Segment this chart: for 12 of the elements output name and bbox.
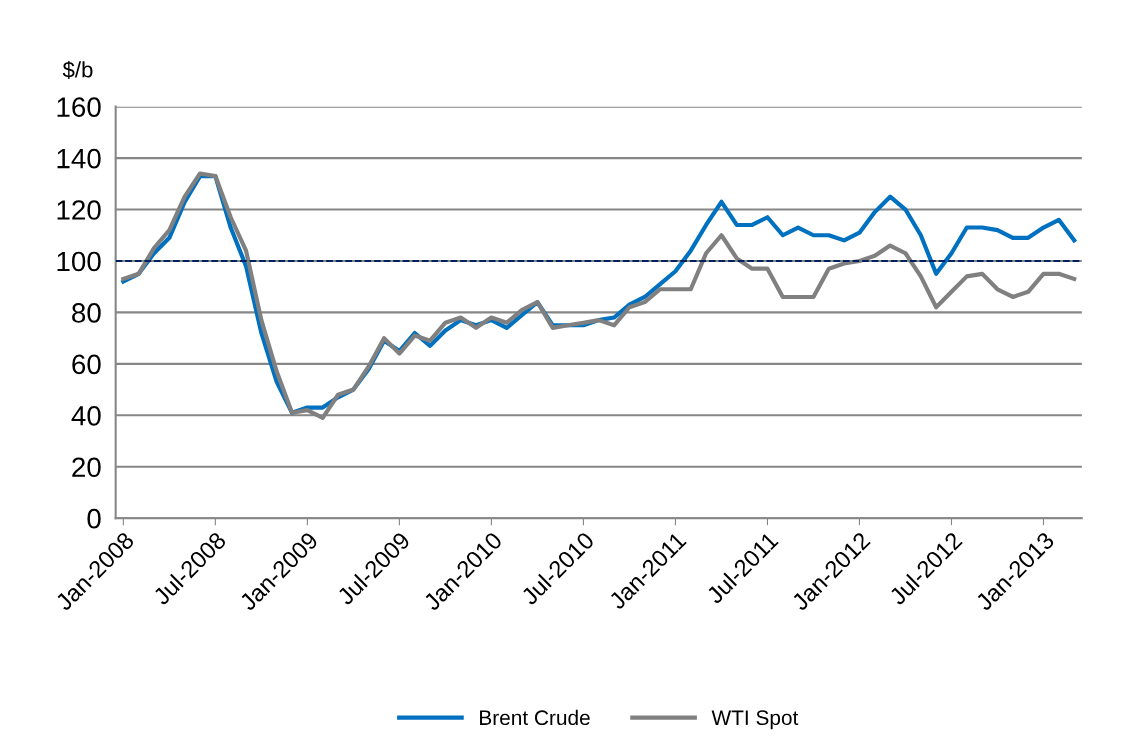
y-tick-label: 0 bbox=[87, 508, 101, 529]
y-tick-label: 120 bbox=[57, 200, 101, 220]
y-tick-label: 80 bbox=[72, 303, 101, 323]
y-tick-label: 40 bbox=[71, 405, 101, 426]
legend-label: WTI Spot bbox=[711, 710, 799, 730]
y-tick-label: 60 bbox=[72, 354, 101, 375]
y-tick-label: 140 bbox=[57, 148, 101, 169]
legend-label: Brent Crude bbox=[480, 709, 590, 726]
y-axis-title: $/b bbox=[62, 60, 93, 79]
y-tick-label: 160 bbox=[57, 97, 101, 117]
y-tick-label: 100 bbox=[57, 251, 101, 272]
y-tick-label: 20 bbox=[72, 457, 101, 478]
